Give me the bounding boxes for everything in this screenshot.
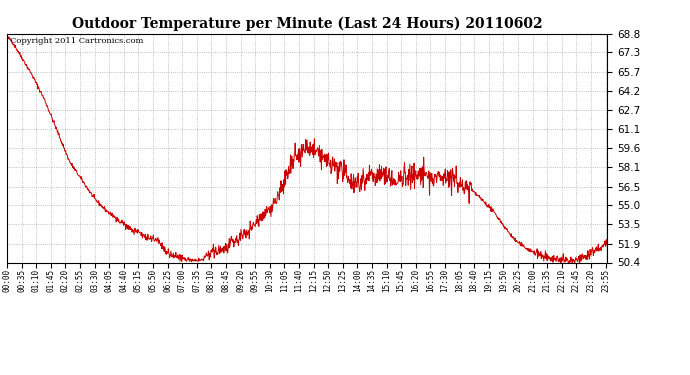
Text: Copyright 2011 Cartronics.com: Copyright 2011 Cartronics.com [10, 37, 144, 45]
Title: Outdoor Temperature per Minute (Last 24 Hours) 20110602: Outdoor Temperature per Minute (Last 24 … [72, 17, 542, 31]
